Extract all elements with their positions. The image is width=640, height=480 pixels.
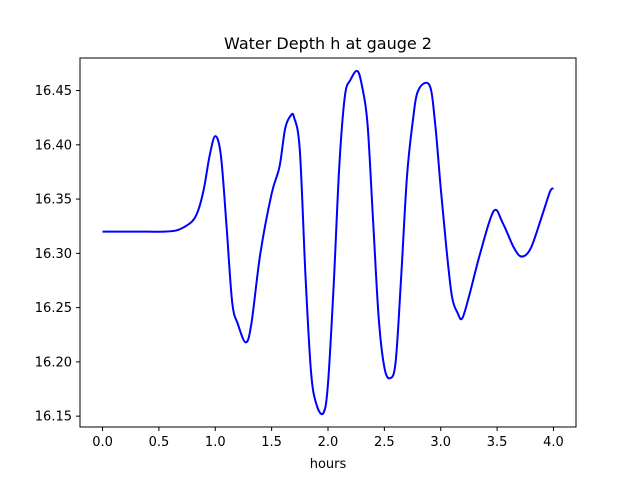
y-tick-label: 16.15 — [35, 410, 72, 425]
x-axis-label: hours — [310, 457, 347, 472]
x-tick-label: 4.0 — [543, 435, 564, 450]
x-tick-label: 3.5 — [487, 435, 508, 450]
x-tick-label: 1.0 — [205, 435, 226, 450]
chart-title: Water Depth h at gauge 2 — [224, 34, 432, 53]
x-tick-label: 1.5 — [261, 435, 282, 450]
x-tick-label: 0.5 — [149, 435, 170, 450]
y-tick-label: 16.20 — [35, 355, 72, 370]
y-tick-label: 16.35 — [35, 193, 72, 208]
x-tick-label: 0.0 — [92, 435, 113, 450]
y-tick-label: 16.25 — [35, 301, 72, 316]
y-tick-label: 16.45 — [35, 84, 72, 99]
x-tick-label: 3.0 — [430, 435, 451, 450]
plot-area-frame — [79, 57, 577, 428]
y-tick-label: 16.40 — [35, 138, 72, 153]
series-line-water-depth — [102, 69, 555, 416]
x-tick-label: 2.5 — [374, 435, 395, 450]
y-tick-label: 16.30 — [35, 247, 72, 262]
x-axis: 0.0 0.5 1.0 1.5 2.0 2.5 3.0 3.5 4.0 — [92, 427, 564, 450]
x-tick-label: 2.0 — [318, 435, 339, 450]
y-axis: 16.15 16.20 16.25 16.30 16.35 16.40 16.45 — [35, 84, 80, 425]
